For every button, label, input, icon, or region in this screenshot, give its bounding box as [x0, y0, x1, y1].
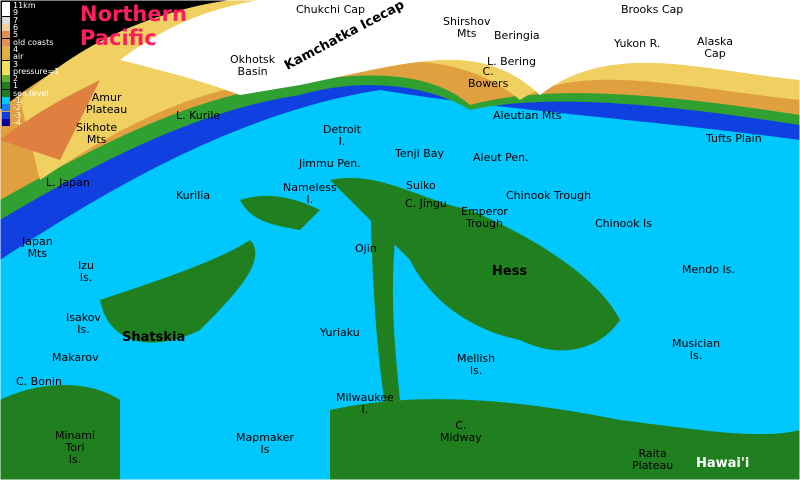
place-label: Shatskia	[122, 330, 186, 345]
place-label: C. Midway	[440, 419, 482, 444]
legend-swatch	[2, 31, 10, 39]
place-label: Kurilia	[176, 189, 211, 202]
legend-label: 5	[13, 30, 19, 40]
legend-label: pressure=1	[13, 66, 60, 76]
place-label: Hawai'i	[696, 456, 750, 471]
legend-swatch	[2, 89, 10, 97]
place-label: Chinook Trough	[506, 189, 592, 202]
place-label: Suiko	[406, 179, 436, 192]
legend-item: 11km	[2, 1, 74, 11]
place-label: Milwaukee I.	[336, 391, 394, 416]
place-label: Okhotsk Basin	[230, 53, 276, 78]
legend-label: old coasts	[13, 37, 54, 47]
place-label: Makarov	[52, 351, 99, 364]
place-label: Minami Tori Is.	[55, 429, 96, 466]
legend-swatch	[2, 60, 10, 68]
place-label: C. Jingu	[405, 197, 447, 210]
legend-swatch	[2, 2, 10, 10]
legend-label: 3	[13, 59, 19, 69]
map-title: Northern Pacific	[80, 2, 187, 50]
place-label: Izu Is.	[78, 259, 94, 284]
place-label: Hess	[492, 264, 528, 279]
legend-label: sea level	[13, 88, 49, 98]
legend-label: 6	[13, 23, 19, 33]
legend-item: 2	[2, 74, 74, 84]
legend-label: 9	[13, 8, 19, 18]
legend-swatch	[2, 16, 10, 24]
legend-swatch	[2, 38, 10, 46]
legend-swatch	[2, 97, 10, 104]
place-label: L. Bering	[487, 55, 536, 68]
legend-swatch	[2, 24, 10, 32]
legend-swatch	[2, 9, 10, 17]
legend-swatch	[2, 45, 10, 53]
legend-label: 4	[13, 44, 19, 54]
place-label: Sikhote Mts	[76, 121, 118, 146]
place-label: Nameless I.	[283, 181, 337, 206]
legend-item: air	[2, 52, 74, 62]
place-label: Tenji Bay	[395, 147, 444, 160]
legend-swatch	[2, 118, 10, 126]
legend-item: 1	[2, 81, 74, 91]
legend-label: -4	[13, 117, 21, 127]
place-label: Amur Plateau	[86, 91, 128, 116]
legend: 11km 9 7 6 5 old coasts 4 air 3 pressure=1 2 1 sea l…	[2, 1, 74, 127]
place-label: Yuriaku	[320, 326, 360, 339]
legend-item: -4	[2, 117, 74, 127]
legend-swatch	[2, 75, 10, 83]
legend-item: 5	[2, 30, 74, 40]
legend-item: -2	[2, 103, 74, 113]
place-label: Shirshov Mts	[443, 15, 491, 40]
place-label: Tufts Plain	[706, 132, 762, 145]
place-label: Beringia	[494, 29, 540, 42]
legend-item: sea level	[2, 88, 74, 98]
place-label: Aleutian Mts	[493, 109, 562, 122]
legend-item: pressure=1	[2, 66, 74, 76]
place-label: Mapmaker Is	[236, 431, 294, 456]
legend-swatch	[2, 67, 10, 75]
legend-item: 9	[2, 8, 74, 18]
place-label: Emperor Trough	[461, 205, 508, 230]
place-label: C. Bonin	[16, 375, 62, 388]
place-label: Alaska Cap	[697, 35, 733, 60]
place-label: Musician Is.	[672, 337, 721, 362]
legend-swatch	[2, 53, 10, 61]
legend-swatch	[2, 82, 10, 90]
legend-item: -1	[2, 96, 74, 106]
place-label: Ojin	[355, 242, 377, 255]
place-label: Mellish Is.	[457, 352, 496, 377]
legend-label: 11km	[13, 1, 36, 11]
place-label: L. Japan	[46, 176, 90, 189]
place-label: Chinook Is	[595, 217, 652, 230]
legend-label: -1	[13, 96, 21, 106]
place-label: Isakov Is.	[66, 311, 101, 336]
legend-swatch	[2, 104, 10, 112]
legend-item: 6	[2, 23, 74, 33]
legend-label: 7	[13, 15, 19, 25]
legend-item: 4	[2, 44, 74, 54]
legend-item: 3	[2, 59, 74, 69]
place-label: Raita Plateau	[632, 447, 674, 472]
legend-swatch	[2, 111, 10, 119]
legend-label: air	[13, 52, 24, 62]
legend-item: -3	[2, 110, 74, 120]
place-label: C. Bowers	[468, 65, 509, 90]
place-label: Chukchi Cap	[296, 3, 365, 16]
place-label: Detroit I.	[323, 123, 361, 148]
place-label: Japan Mts	[22, 235, 53, 260]
place-label: Mendo Is.	[682, 263, 735, 276]
place-label: L. Kurile	[176, 109, 221, 122]
legend-item: old coasts	[2, 37, 74, 47]
legend-item: 7	[2, 15, 74, 25]
legend-label: -3	[13, 110, 21, 120]
legend-label: 1	[13, 81, 19, 91]
place-label: Jimmu Pen.	[299, 157, 361, 170]
place-label: Aleut Pen.	[473, 151, 529, 164]
place-label: Brooks Cap	[621, 3, 684, 16]
legend-label: -2	[13, 103, 21, 113]
legend-label: 2	[13, 74, 19, 84]
place-label: Yukon R.	[614, 37, 661, 50]
